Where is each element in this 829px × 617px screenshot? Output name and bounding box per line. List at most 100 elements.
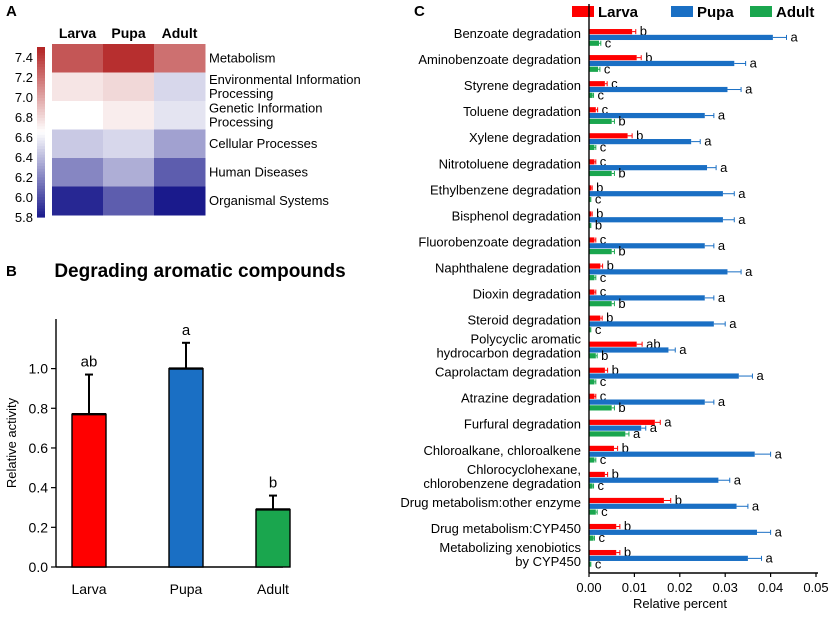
heatmap-cell	[154, 101, 206, 130]
legend-swatch-larva	[572, 6, 594, 17]
significance-label: c	[598, 530, 605, 545]
colorbar-segment	[37, 98, 45, 102]
category-label: Naphthalene degradation	[435, 260, 581, 275]
significance-label: a	[679, 342, 687, 357]
significance-label: a	[775, 446, 783, 461]
category-label: Ethylbenzene degradation	[430, 182, 581, 197]
colorbar-segment	[37, 78, 45, 82]
significance-label: b	[618, 113, 625, 128]
panel-a-label: A	[6, 3, 17, 20]
significance-label: b	[640, 24, 647, 39]
significance-label: b	[618, 166, 625, 181]
colorbar-segment	[37, 100, 45, 105]
panel-c: C Larva Pupa Adult Benzoate degradation Ami…	[400, 3, 828, 611]
bar-larva	[589, 289, 595, 295]
colorbar-tick-label: 7.2	[15, 70, 33, 85]
significance-label: c	[601, 504, 608, 519]
significance-label: a	[704, 134, 712, 149]
bar-adult	[589, 379, 595, 385]
colorbar-segment	[37, 154, 45, 159]
category-label: Metabolizing xenobiotics	[439, 540, 581, 555]
significance-label: c	[598, 87, 605, 102]
heatmap-cell	[154, 72, 206, 102]
heatmap-row-label: Metabolism	[209, 50, 275, 65]
colorbar-segment	[37, 66, 45, 71]
significance-label: c	[600, 374, 607, 389]
bar-pupa	[589, 529, 757, 535]
colorbar-segment	[37, 160, 45, 164]
heatmap-row-label: Cellular Processes	[209, 136, 318, 151]
bar-larva	[589, 393, 595, 399]
colorbar-segment	[37, 197, 45, 201]
heatmap-column-header: Adult	[162, 25, 198, 41]
bar-larva	[589, 315, 601, 321]
bar-pupa	[589, 34, 773, 41]
significance-label: b	[618, 296, 625, 311]
heatmap-row-label: Genetic Information	[209, 100, 322, 115]
colorbar-segment	[37, 126, 45, 130]
colorbar-segment	[37, 188, 45, 193]
colorbar-segment	[37, 211, 45, 215]
significance-label: a	[790, 30, 798, 45]
bar-larva	[589, 341, 637, 347]
heatmap-row-label: Environmental Information	[209, 72, 361, 87]
colorbar-segment	[37, 81, 45, 85]
category-label: Atrazine degradation	[461, 391, 581, 406]
bar-adult	[589, 457, 595, 463]
colorbar-segment	[37, 64, 45, 68]
y-tick-label: 0.8	[29, 400, 49, 416]
significance-label: a	[664, 414, 672, 429]
bar-adult	[589, 144, 595, 151]
heatmap-cell	[52, 129, 104, 159]
bar-pupa	[589, 60, 735, 67]
significance-label: b	[622, 440, 629, 455]
bar-pupa	[589, 399, 705, 405]
y-tick-label: 0.6	[29, 440, 49, 456]
heatmap-cell	[154, 129, 206, 159]
heatmap-cell	[52, 72, 104, 102]
heatmap-cell	[103, 129, 155, 159]
bar-adult	[589, 249, 612, 255]
colorbar-segment	[37, 149, 45, 153]
bar-adult	[589, 170, 612, 177]
significance-label: c	[600, 388, 607, 403]
colorbar-segment	[37, 49, 45, 54]
bar-pupa	[589, 321, 714, 327]
legend-swatch-pupa	[671, 6, 693, 17]
bar-larva	[589, 445, 614, 451]
significance-label: b	[269, 475, 277, 492]
colorbar-segment	[37, 120, 45, 125]
colorbar-segment	[37, 163, 45, 167]
colorbar-tick-label: 7.0	[15, 90, 33, 105]
heatmap-cells	[52, 44, 206, 216]
significance-label: a	[738, 212, 746, 227]
significance-label: a	[718, 238, 726, 253]
legend-label: Pupa	[697, 4, 734, 21]
x-tick-label: 0.03	[713, 580, 738, 595]
heatmap-cell	[154, 186, 206, 216]
significance-label: a	[718, 290, 726, 305]
significance-label: a	[750, 56, 758, 71]
bar-adult	[589, 92, 593, 98]
bar-pupa	[589, 503, 737, 509]
category-label: Polycyclic aromatic	[470, 332, 581, 347]
panel-c-axes: 0.00 0.01 0.02 0.03 0.04 0.05 Relative percent	[576, 4, 829, 611]
heatmap-column-header: Pupa	[111, 25, 145, 41]
x-tick-label: 0.01	[622, 580, 647, 595]
significance-label: c	[605, 35, 612, 50]
colorbar-segment	[37, 180, 45, 184]
significance-label: b	[596, 206, 603, 221]
heatmap-cell	[103, 72, 155, 102]
colorbar-segment	[37, 183, 45, 187]
heatmap-cell	[103, 101, 155, 130]
panel-c-legend: Larva Pupa Adult	[572, 4, 814, 21]
significance-label: a	[650, 420, 658, 435]
colorbar-segment	[37, 123, 45, 127]
significance-label: a	[182, 322, 191, 339]
colorbar: 7.4 7.2 7.0 6.8 6.6 6.4 6.2 6.0 5.8	[15, 47, 45, 225]
category-label: Caprolactam degradation	[435, 365, 581, 380]
heatmap-cell	[52, 158, 104, 187]
category-label: Benzoate degradation	[454, 26, 581, 41]
bar-adult	[589, 275, 595, 281]
